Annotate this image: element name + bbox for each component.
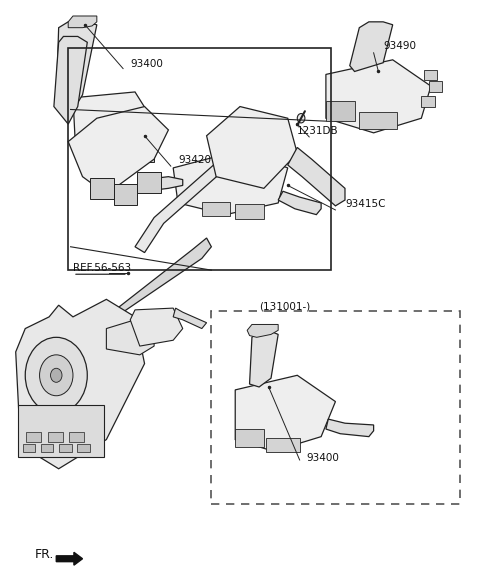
Bar — [424, 70, 437, 80]
Text: 93400: 93400 — [307, 453, 340, 463]
Polygon shape — [235, 375, 336, 451]
Polygon shape — [247, 325, 278, 338]
Bar — [77, 444, 90, 453]
Polygon shape — [326, 60, 431, 133]
Bar — [137, 172, 161, 193]
Polygon shape — [140, 177, 183, 191]
Bar — [26, 432, 41, 443]
Bar — [326, 101, 355, 121]
Text: (131001-): (131001-) — [259, 301, 311, 311]
Polygon shape — [135, 130, 264, 252]
Bar — [120, 130, 149, 144]
Polygon shape — [278, 191, 321, 215]
Text: REF.56-563: REF.56-563 — [73, 263, 131, 273]
Bar — [429, 82, 442, 92]
Bar — [235, 429, 264, 447]
Polygon shape — [16, 299, 144, 469]
Polygon shape — [250, 332, 278, 387]
Bar — [69, 432, 84, 443]
Polygon shape — [350, 22, 393, 72]
Polygon shape — [206, 107, 297, 188]
Bar — [41, 444, 53, 453]
Bar — [202, 202, 230, 217]
Polygon shape — [130, 308, 183, 346]
Polygon shape — [107, 320, 154, 355]
Polygon shape — [73, 92, 159, 159]
Bar — [48, 432, 63, 443]
Bar — [235, 204, 264, 219]
Text: 93490: 93490 — [383, 41, 416, 51]
Polygon shape — [68, 107, 168, 194]
Text: 93420: 93420 — [178, 155, 211, 165]
Circle shape — [39, 355, 73, 396]
Bar — [116, 139, 154, 162]
Text: FR.: FR. — [35, 548, 54, 561]
Polygon shape — [68, 16, 97, 28]
Polygon shape — [92, 238, 211, 329]
Circle shape — [297, 113, 305, 123]
Bar — [18, 404, 104, 457]
Text: 1231DB: 1231DB — [297, 126, 339, 136]
Polygon shape — [326, 419, 373, 437]
Bar — [421, 96, 435, 107]
Circle shape — [25, 338, 87, 413]
Text: 93415C: 93415C — [345, 199, 385, 209]
Polygon shape — [54, 36, 87, 124]
Polygon shape — [173, 308, 206, 329]
Bar — [114, 184, 137, 205]
Bar — [59, 444, 72, 453]
Polygon shape — [56, 22, 97, 107]
Polygon shape — [173, 150, 288, 215]
Bar — [266, 438, 300, 453]
Polygon shape — [288, 147, 345, 206]
Circle shape — [50, 368, 62, 382]
Bar — [360, 112, 397, 129]
Bar — [23, 444, 35, 453]
Bar — [90, 178, 114, 199]
FancyArrow shape — [56, 552, 83, 565]
Text: 93400: 93400 — [130, 59, 163, 69]
